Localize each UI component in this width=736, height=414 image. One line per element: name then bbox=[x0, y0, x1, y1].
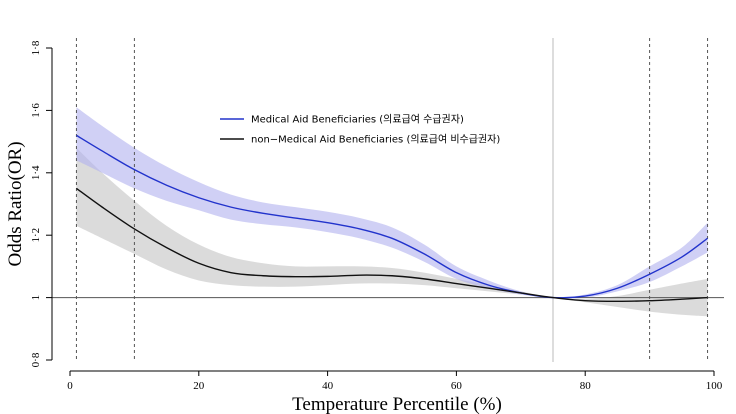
x-tick-label: 80 bbox=[580, 380, 592, 392]
y-tick-label: 1 bbox=[30, 295, 42, 301]
x-tick-label: 0 bbox=[67, 380, 73, 392]
x-axis-title: Temperature Percentile (%) bbox=[292, 394, 502, 414]
x-tick-label: 40 bbox=[322, 380, 334, 392]
y-tick-label: 1·4 bbox=[30, 165, 42, 180]
ci-band-non-medical-aid bbox=[76, 147, 708, 317]
legend: Medical Aid Beneficiaries (의료급여 수급권자) non… bbox=[220, 114, 500, 146]
x-tick-label: 100 bbox=[706, 380, 723, 392]
y-tick-label: 1·6 bbox=[30, 103, 42, 118]
legend-label: non−Medical Aid Beneficiaries (의료급여 비수급권… bbox=[251, 134, 500, 146]
y-tick-label: 1·2 bbox=[30, 228, 42, 243]
y-axis-title: Odds Ratio(OR) bbox=[5, 141, 26, 266]
legend-label: Medical Aid Beneficiaries (의료급여 수급권자) bbox=[251, 114, 464, 126]
x-tick-label: 60 bbox=[451, 380, 463, 392]
series-lines bbox=[76, 134, 708, 303]
x-tick-label: 20 bbox=[193, 380, 205, 392]
y-tick-label: 0·8 bbox=[30, 352, 42, 367]
reference-lines bbox=[52, 38, 724, 362]
series-line-medical-aid bbox=[76, 134, 708, 299]
series-line-non-medical-aid bbox=[76, 187, 708, 303]
axes: 0·8 1 1·2 1·4 1·6 1·8 0 20 40 60 80 100 bbox=[30, 40, 723, 392]
y-tick-label: 1·8 bbox=[30, 40, 42, 55]
confidence-bands bbox=[76, 107, 708, 317]
ci-band-medical-aid bbox=[76, 107, 708, 299]
